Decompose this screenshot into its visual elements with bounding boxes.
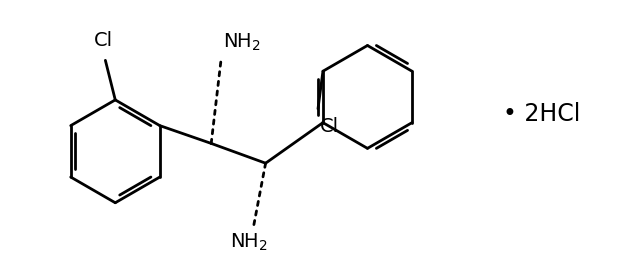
Text: NH$_2$: NH$_2$ (223, 32, 261, 53)
Text: NH$_2$: NH$_2$ (230, 231, 268, 253)
Text: • 2HCl: • 2HCl (503, 102, 580, 126)
Text: Cl: Cl (320, 117, 339, 136)
Text: Cl: Cl (94, 31, 113, 51)
